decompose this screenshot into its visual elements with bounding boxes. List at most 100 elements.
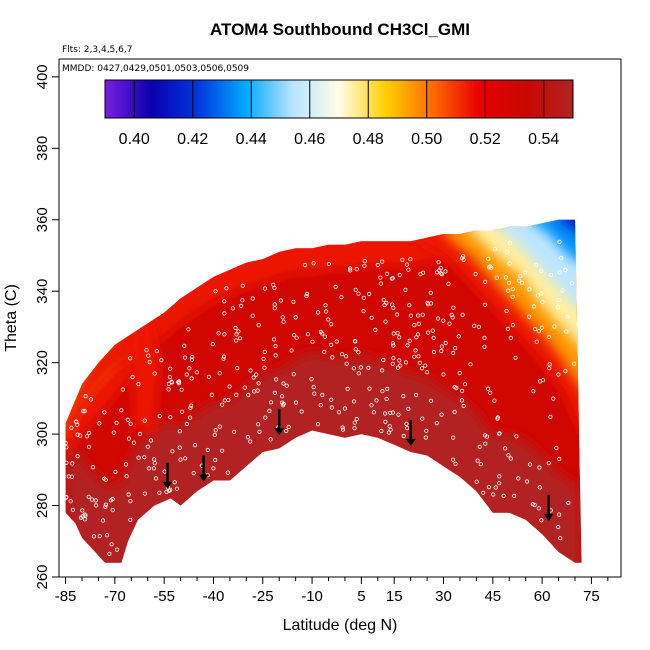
sample-point xyxy=(547,366,552,371)
sample-point xyxy=(536,506,542,511)
sample-point xyxy=(535,293,541,298)
y-tick-label: 300 xyxy=(34,422,51,447)
sample-point xyxy=(157,413,162,419)
sample-point xyxy=(167,374,172,380)
sample-point xyxy=(416,321,421,326)
sample-point xyxy=(340,425,345,430)
sample-point xyxy=(391,331,396,336)
sample-point xyxy=(506,453,511,458)
sample-point xyxy=(497,481,502,486)
sample-point xyxy=(293,315,298,320)
sample-point xyxy=(361,309,366,314)
sample-point xyxy=(82,512,87,517)
sample-point xyxy=(186,327,191,332)
sample-point xyxy=(217,424,222,429)
sample-point xyxy=(453,461,458,466)
sample-point xyxy=(137,431,143,437)
sample-point xyxy=(353,347,358,352)
sample-point xyxy=(382,411,388,416)
sample-point xyxy=(485,386,491,391)
sample-point xyxy=(474,479,479,484)
sample-point xyxy=(557,270,562,275)
sample-point xyxy=(273,377,279,382)
sample-point xyxy=(390,276,395,281)
sample-point xyxy=(180,409,185,414)
x-tick-label: 30 xyxy=(435,588,452,605)
sample-point xyxy=(398,363,403,368)
sample-point xyxy=(527,314,532,319)
sample-point xyxy=(153,476,159,481)
sample-point xyxy=(361,295,366,300)
sample-point xyxy=(236,329,241,334)
sample-point xyxy=(310,339,315,344)
sample-point xyxy=(336,409,342,415)
sample-point xyxy=(539,325,545,330)
sample-point xyxy=(102,410,107,415)
sample-point xyxy=(192,442,198,448)
sample-point xyxy=(493,485,498,490)
field-contour xyxy=(65,219,582,563)
sample-point xyxy=(166,387,171,392)
sample-point xyxy=(510,286,515,292)
x-tick-label: 5 xyxy=(357,588,365,605)
sample-point xyxy=(439,348,444,354)
sample-point xyxy=(93,498,98,503)
sample-point xyxy=(380,389,385,394)
sample-point xyxy=(93,503,99,508)
sample-point xyxy=(468,362,473,367)
sample-point xyxy=(434,270,440,275)
sample-point xyxy=(184,372,189,377)
sample-point xyxy=(505,326,510,331)
sample-point xyxy=(342,406,347,411)
sample-point xyxy=(68,499,73,504)
sample-point xyxy=(91,534,97,539)
sample-point xyxy=(366,291,372,297)
sample-point xyxy=(326,317,331,322)
sample-point xyxy=(351,399,357,404)
sample-point xyxy=(424,428,429,433)
sample-point xyxy=(514,434,519,439)
sample-point xyxy=(430,328,435,333)
sample-point xyxy=(187,366,192,371)
sample-point xyxy=(530,502,535,507)
sample-point xyxy=(262,365,267,370)
sample-point xyxy=(206,374,211,379)
sample-point xyxy=(146,466,151,471)
sample-point xyxy=(82,408,87,414)
sample-point xyxy=(147,359,152,365)
sample-point xyxy=(416,354,421,359)
sample-point xyxy=(291,372,296,377)
sample-point xyxy=(495,415,500,420)
sample-point xyxy=(83,513,88,518)
sample-point xyxy=(412,354,417,359)
sample-point xyxy=(366,365,371,370)
sample-point xyxy=(179,387,184,392)
sample-point xyxy=(188,405,193,410)
sample-point xyxy=(177,445,182,450)
sample-point xyxy=(391,355,396,361)
sample-point xyxy=(119,408,124,413)
sample-point xyxy=(168,487,173,492)
sample-point xyxy=(74,419,79,424)
sample-point xyxy=(213,289,218,294)
sample-point xyxy=(566,500,571,505)
sample-point xyxy=(497,431,502,436)
sample-point xyxy=(371,410,376,415)
sample-point xyxy=(104,533,110,538)
sample-point xyxy=(189,376,194,381)
sample-point xyxy=(494,275,499,280)
sample-point xyxy=(352,420,357,425)
sample-point xyxy=(354,266,359,272)
sample-point xyxy=(565,314,570,319)
sample-point xyxy=(419,366,425,371)
sample-point xyxy=(439,344,444,349)
sample-point xyxy=(318,329,323,334)
sample-point xyxy=(503,275,508,280)
sample-point xyxy=(90,464,96,470)
sample-point xyxy=(304,293,309,299)
sample-point xyxy=(559,255,564,260)
sample-point xyxy=(401,433,406,439)
sample-point xyxy=(450,315,455,320)
sample-point xyxy=(111,430,116,435)
sample-point xyxy=(299,409,304,414)
